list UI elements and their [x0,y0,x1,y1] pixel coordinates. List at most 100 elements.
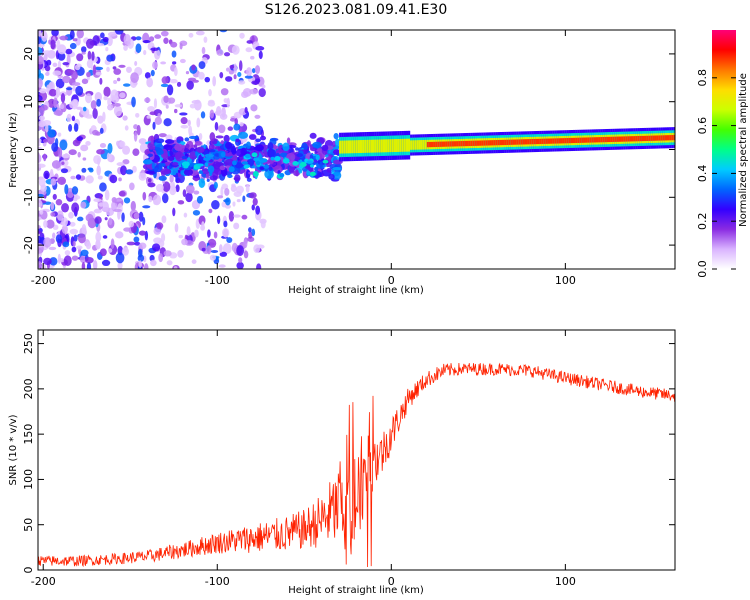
heatmap-cell [349,140,352,154]
heatmap-cell [151,161,155,170]
snr-y-ticks: 0 50 100 150 200 250 [22,333,675,574]
heatmap-cell [247,236,255,242]
heatmap-cell [142,191,147,201]
heatmap-cell [76,30,84,39]
heatmap-cell [191,259,197,264]
heatmap-cell [73,196,78,202]
heatmap-cell [573,137,576,144]
heatmap-cell [201,247,206,252]
heatmap-cell [231,45,240,55]
heatmap-cell [219,244,223,254]
heatmap-cell [412,140,415,150]
heatmap-cell [128,220,135,228]
heatmap-cell [83,106,87,112]
heatmap-cell [123,45,128,51]
heatmap-cell [80,249,89,257]
heatmap-cell [53,110,63,116]
heatmap-cell [385,139,388,153]
heatmap-cell [581,137,584,143]
heatmap-cell [219,165,226,171]
heatmap-cell [339,140,342,154]
heatmap-cell [168,168,178,176]
heatmap-cell [255,160,261,166]
colorbar-tick-label: 0.8 [696,69,709,87]
heatmap-cell [116,162,125,167]
heatmap-cell [328,173,335,180]
heatmap-cell [225,197,231,206]
heatmap-cell [322,159,329,164]
heatmap-cell [225,158,234,164]
heatmap-cell [160,30,169,37]
heatmap-cell [175,172,179,183]
heatmap-cell [353,140,356,154]
heatmap-cell [61,153,71,159]
heatmap-cell [234,174,241,182]
heatmap-cell [148,36,155,42]
heatmap-cell [186,80,194,90]
heatmap-cell [129,182,135,191]
heatmap-cell [251,152,258,158]
heatmap-cell [204,162,209,167]
heatmap-cell [183,147,190,153]
heatmap-cell [118,64,126,68]
heatmap-cell [198,132,203,141]
heatmap-cell [177,249,184,258]
heatmap-cell [75,174,82,180]
heatmap-cell [460,141,463,147]
heatmap-cell [152,61,158,69]
heatmap-cell [62,62,70,66]
heatmap-cell [185,184,195,194]
heatmap-cell [481,140,484,146]
heatmap-cell [184,137,190,142]
heatmap-cell [100,32,105,39]
colorbar-tick-label: 0.4 [696,165,709,183]
heatmap-cell [445,141,448,147]
heatmap-cell [94,208,100,214]
heatmap-cell [453,141,457,147]
heatmap-cell [233,74,237,80]
heatmap-cell [64,184,69,195]
heatmap-cell [160,83,169,88]
heatmap-cell [81,167,87,173]
heatmap-cell [157,149,164,155]
heatmap-cell [204,76,211,83]
heatmap-cell [76,245,83,250]
heatmap-cell [223,229,229,238]
heatmap-cell [85,141,91,146]
heatmap-cell [646,135,649,142]
heatmap-cell [157,112,161,118]
heatmap-cell [504,139,507,146]
heatmap-cell [583,137,586,143]
heatmap-cell [56,210,64,221]
heatmap-cell [426,141,430,148]
heatmap-cell [57,52,66,61]
y-tick-label: 150 [22,424,35,445]
heatmap-cell [258,88,266,98]
heatmap-cell [43,237,52,248]
heatmap-cell [38,225,41,230]
heatmap-cell [122,115,128,121]
heatmap-cell [309,171,316,177]
heatmap-cell [55,234,63,243]
heatmap-cell [73,123,79,132]
heatmap-cell [38,138,42,144]
heatmap-cell [233,214,241,218]
heatmap-cell [225,67,231,72]
heatmap-cell [55,199,63,206]
heatmap-cell [144,97,151,103]
heatmap-cell [612,136,615,142]
heatmap-cell [315,154,320,161]
heatmap-cell [97,175,103,180]
heatmap-cell [207,100,216,107]
y-tick-label: 0 [22,567,35,574]
heatmap-cell [430,141,434,148]
heatmap-cell [476,140,480,146]
heatmap-cell [593,137,597,143]
heatmap-cell [259,158,268,163]
heatmap-cell [223,98,228,103]
heatmap-cell [38,94,43,103]
heatmap-cell [116,77,121,82]
heatmap-cell [282,158,290,164]
heatmap-cell [50,168,54,177]
heatmap-cell [176,139,181,143]
